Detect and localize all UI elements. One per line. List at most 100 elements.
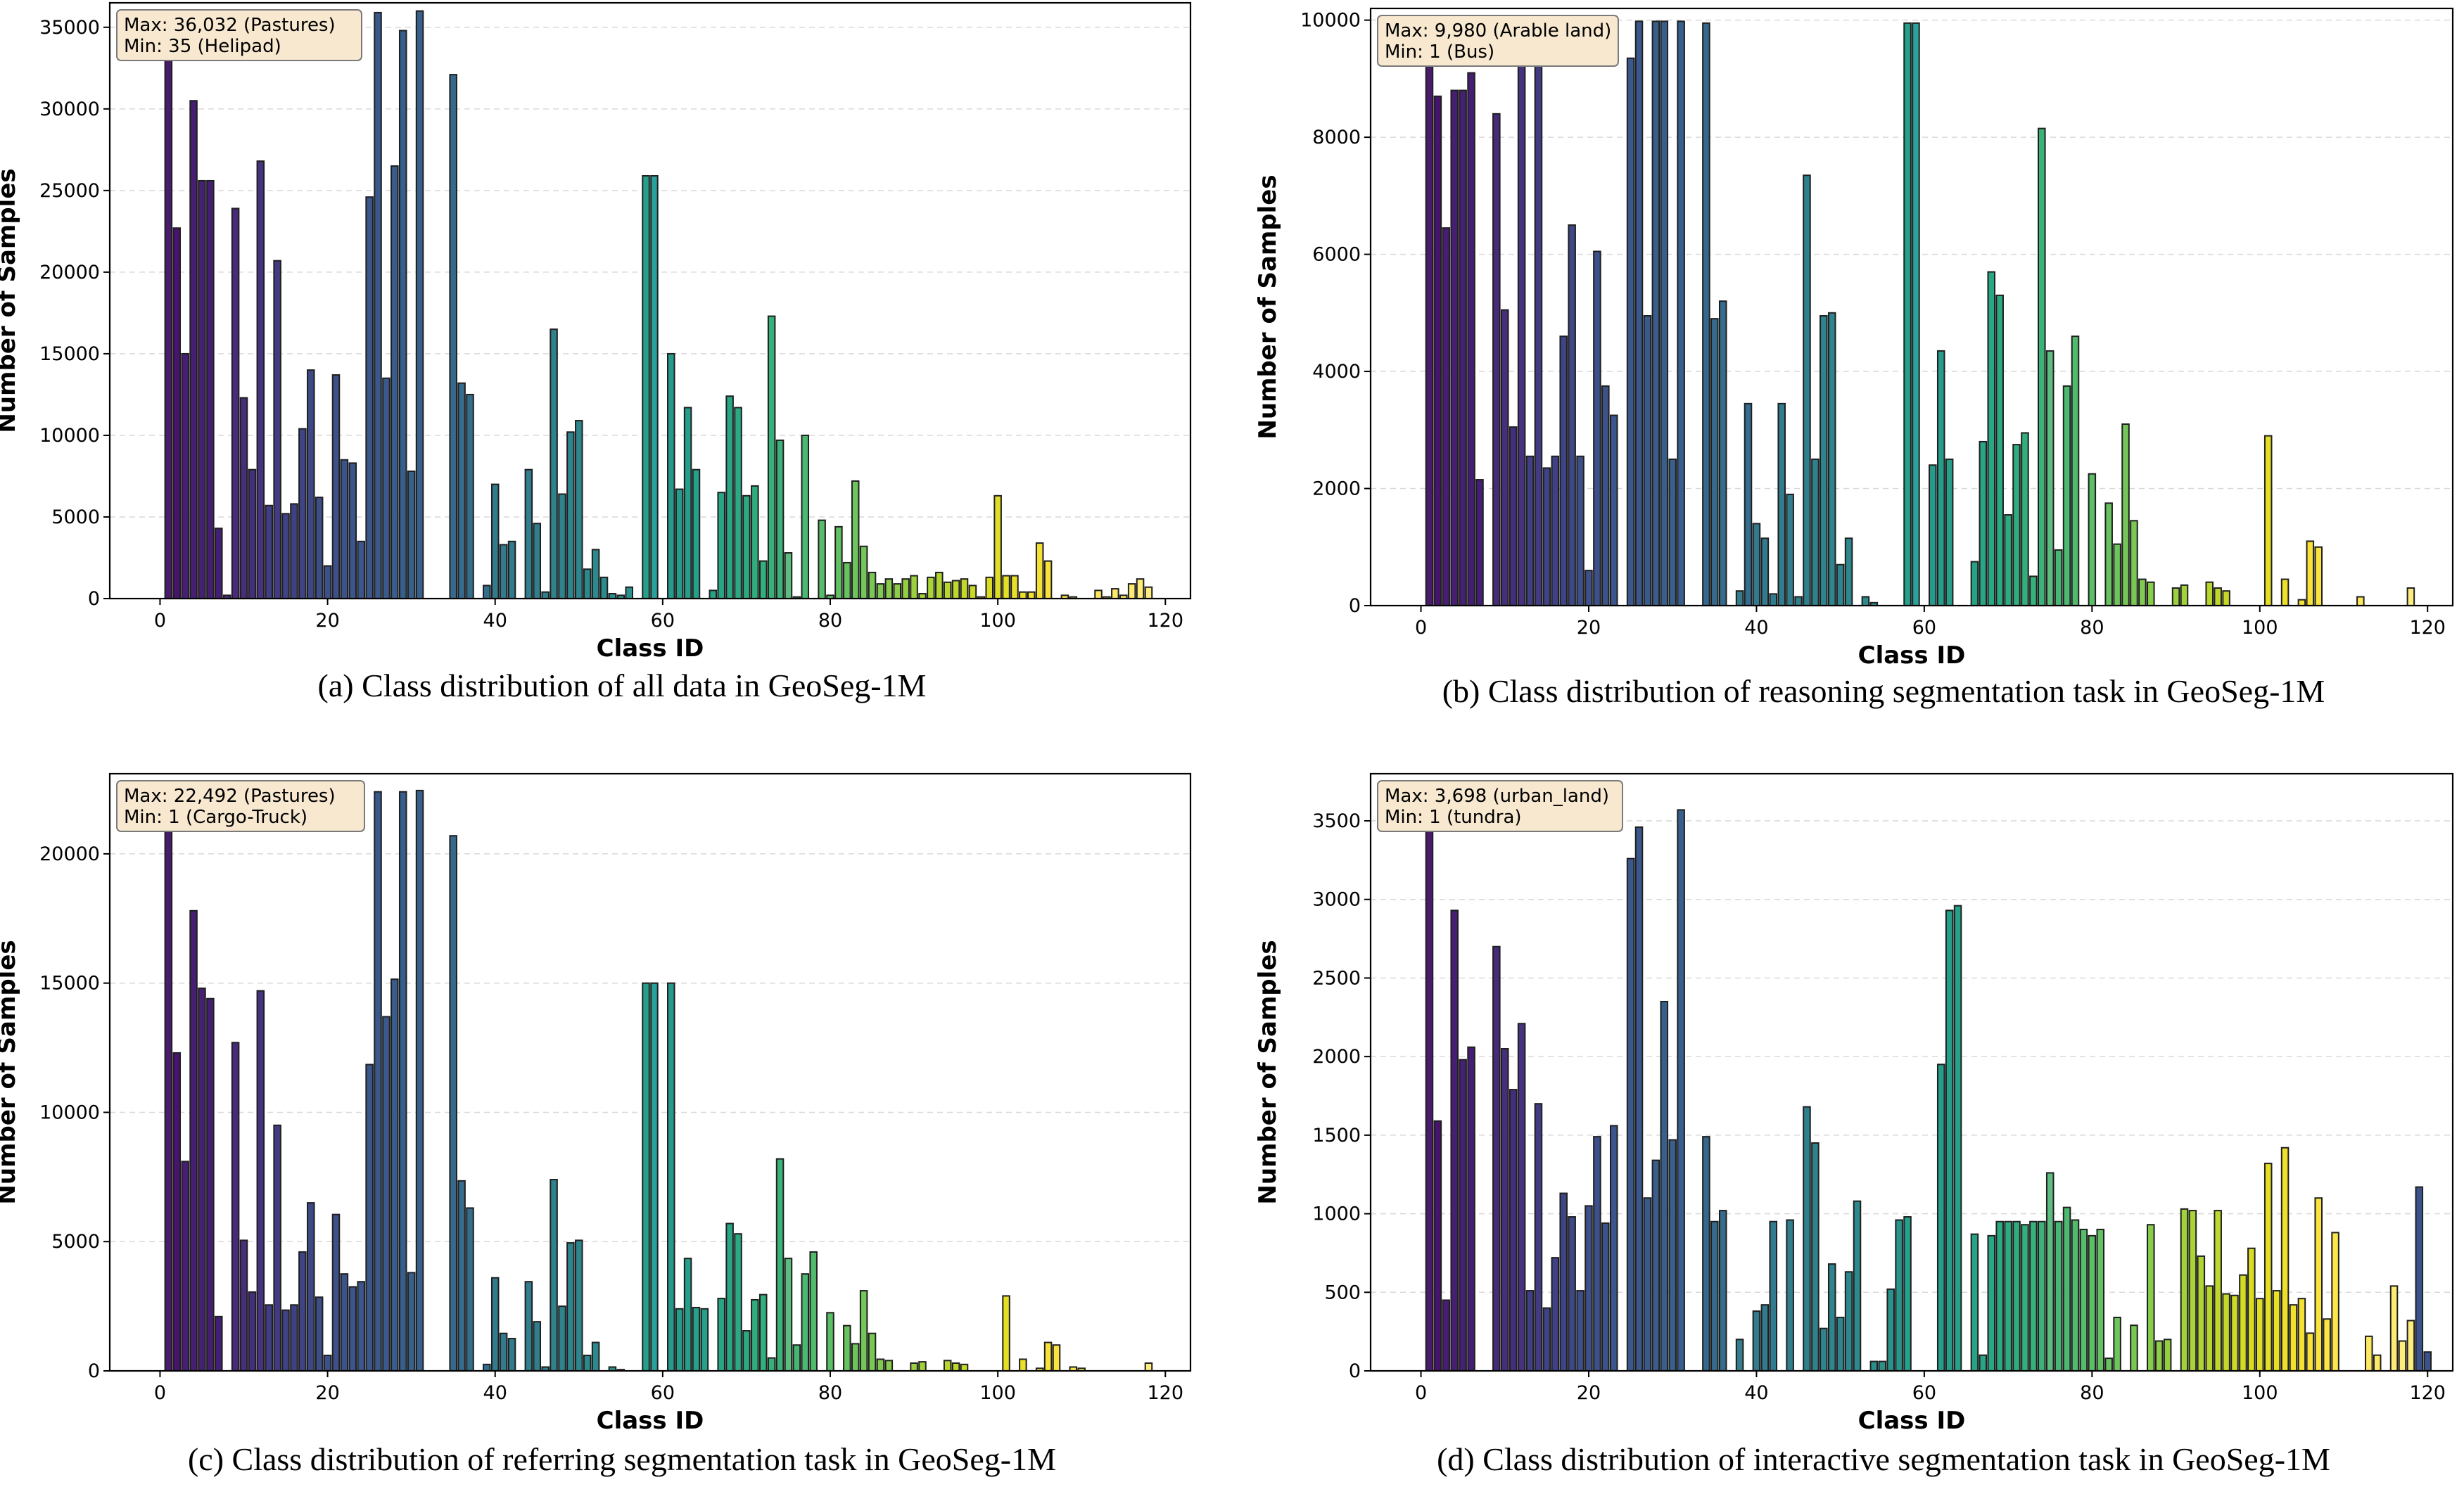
plot-frame — [108, 772, 1192, 1372]
bar-class-6 — [206, 997, 215, 1372]
bar-class-39 — [483, 1363, 491, 1372]
bar-class-19 — [1576, 455, 1585, 606]
bar-class-80 — [826, 1312, 834, 1372]
x-tick-label: 40 — [1744, 617, 1768, 639]
bar-class-103 — [1019, 591, 1027, 600]
bar-class-21 — [331, 374, 341, 600]
bar-class-30 — [1668, 1139, 1677, 1372]
bar-class-50 — [1836, 563, 1845, 606]
bar-class-28 — [1651, 1159, 1660, 1372]
x-tick-label: 60 — [1912, 617, 1936, 639]
bar-class-107 — [1052, 1344, 1061, 1372]
bar-class-54 — [1869, 1360, 1879, 1372]
x-tick-label: 120 — [1148, 1382, 1184, 1404]
bar-class-40 — [490, 483, 500, 599]
bar-class-119 — [2415, 1186, 2424, 1372]
y-tick-label: 30000 — [39, 98, 100, 120]
bar-class-90 — [910, 575, 918, 599]
bar-class-100 — [2256, 1298, 2264, 1372]
bar-class-82 — [843, 1324, 851, 1372]
bar-class-29 — [1660, 20, 1669, 606]
bar-class-78 — [809, 1251, 818, 1372]
bar-class-63 — [1945, 458, 1954, 606]
chart-panel-c: 0 5000 10000 15000 20000 0 20 40 60 80 100 120 Max: … — [0, 772, 1192, 1477]
bar-class-75 — [784, 1258, 793, 1372]
bar-class-71 — [751, 485, 759, 600]
bar-class-1 — [1425, 20, 1434, 606]
bar-class-42 — [1769, 1220, 1778, 1372]
bar-class-61 — [667, 352, 675, 599]
stats-box — [1377, 780, 1623, 832]
bar-class-35 — [1710, 318, 1719, 606]
bar-class-22 — [340, 459, 349, 599]
bar-class-39 — [483, 585, 491, 599]
x-tick-label: 80 — [2080, 1382, 2104, 1404]
bar-class-91 — [2180, 1208, 2189, 1372]
y-tick-label: 5000 — [51, 506, 100, 528]
x-axis-title: Class ID — [1858, 641, 1966, 670]
bar-class-118 — [1144, 586, 1153, 599]
bar-class-11 — [1509, 426, 1518, 606]
bar-class-42 — [507, 1338, 516, 1372]
bar-class-3 — [181, 1161, 189, 1372]
bar-class-31 — [415, 10, 424, 600]
bar-class-80 — [2088, 1234, 2097, 1372]
bar-class-112 — [1094, 589, 1103, 600]
bar-class-117 — [1136, 578, 1145, 600]
bar-class-44 — [524, 1281, 533, 1372]
bar-class-91 — [2180, 584, 2189, 607]
bar-class-63 — [1945, 909, 1954, 1372]
bar-class-4 — [189, 100, 198, 600]
bar-class-96 — [2222, 590, 2230, 606]
bar-class-17 — [1559, 1192, 1568, 1372]
bar-class-108 — [2323, 1318, 2331, 1372]
bar-class-14 — [1534, 49, 1543, 606]
bar-class-94 — [943, 581, 952, 599]
bar-class-24 — [357, 1281, 365, 1372]
bar-class-17 — [298, 428, 307, 600]
bar-class-62 — [675, 1308, 684, 1372]
bar-class-66 — [1970, 561, 1979, 607]
bar-class-14 — [273, 1124, 281, 1372]
bar-class-18 — [307, 369, 315, 599]
bar-class-9 — [231, 207, 240, 599]
bar-class-55 — [1878, 1360, 1887, 1372]
y-tick-label: 1500 — [1312, 1125, 1361, 1146]
bar-class-28 — [1651, 20, 1660, 606]
panel-caption: (d) Class distribution of interactive se… — [1437, 1441, 2330, 1477]
bar-class-23 — [1609, 1125, 1618, 1372]
panel-caption: (a) Class distribution of all data in Ge… — [318, 668, 927, 703]
x-tick-label: 40 — [1744, 1382, 1768, 1404]
bar-class-16 — [290, 503, 298, 599]
bar-class-16 — [290, 1304, 298, 1372]
plot-frame — [1369, 7, 2454, 607]
bar-class-34 — [1702, 1136, 1710, 1372]
stats-box — [1377, 15, 1619, 67]
bar-class-84 — [859, 1290, 868, 1372]
bar-class-14 — [273, 260, 281, 599]
y-tick-label: 15000 — [39, 973, 100, 995]
y-tick-label: 35000 — [39, 17, 100, 39]
bar-class-116 — [2389, 1285, 2399, 1372]
bar-class-15 — [1542, 467, 1551, 606]
bar-class-49 — [566, 431, 575, 600]
bar-class-50 — [1836, 1317, 1845, 1372]
x-tick-label: 0 — [154, 610, 166, 632]
bar-class-92 — [2188, 1210, 2197, 1372]
bar-class-72 — [2021, 1224, 2029, 1372]
bar-class-27 — [382, 377, 390, 599]
bar-class-81 — [2096, 1228, 2105, 1372]
y-axis-title: Number of Samples — [0, 940, 21, 1204]
bar-class-101 — [1002, 575, 1010, 599]
bar-class-26 — [1634, 826, 1644, 1372]
bar-class-103 — [2280, 1146, 2290, 1372]
bar-class-67 — [717, 492, 725, 599]
bar-class-69 — [1995, 294, 2004, 606]
bar-class-44 — [524, 468, 533, 599]
bar-class-13 — [265, 504, 273, 599]
bar-class-41 — [499, 544, 508, 600]
bar-class-66 — [1970, 1233, 1979, 1372]
bar-class-50 — [575, 1239, 583, 1372]
bar-class-23 — [348, 1286, 357, 1372]
bar-class-28 — [390, 165, 399, 599]
